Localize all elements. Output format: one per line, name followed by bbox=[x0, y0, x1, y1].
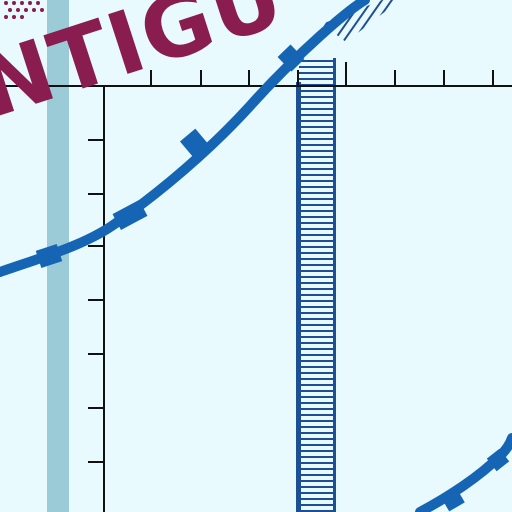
boundary-notches-lower bbox=[441, 448, 510, 512]
dot-pattern bbox=[4, 1, 44, 19]
blue-hatched-vertical-band bbox=[296, 58, 336, 512]
boundary-hatching bbox=[322, 0, 400, 42]
graticule-tick-lines bbox=[0, 62, 512, 512]
curved-airspace-boundary-upper bbox=[0, 0, 370, 277]
boundary-notches-upper bbox=[35, 44, 305, 268]
